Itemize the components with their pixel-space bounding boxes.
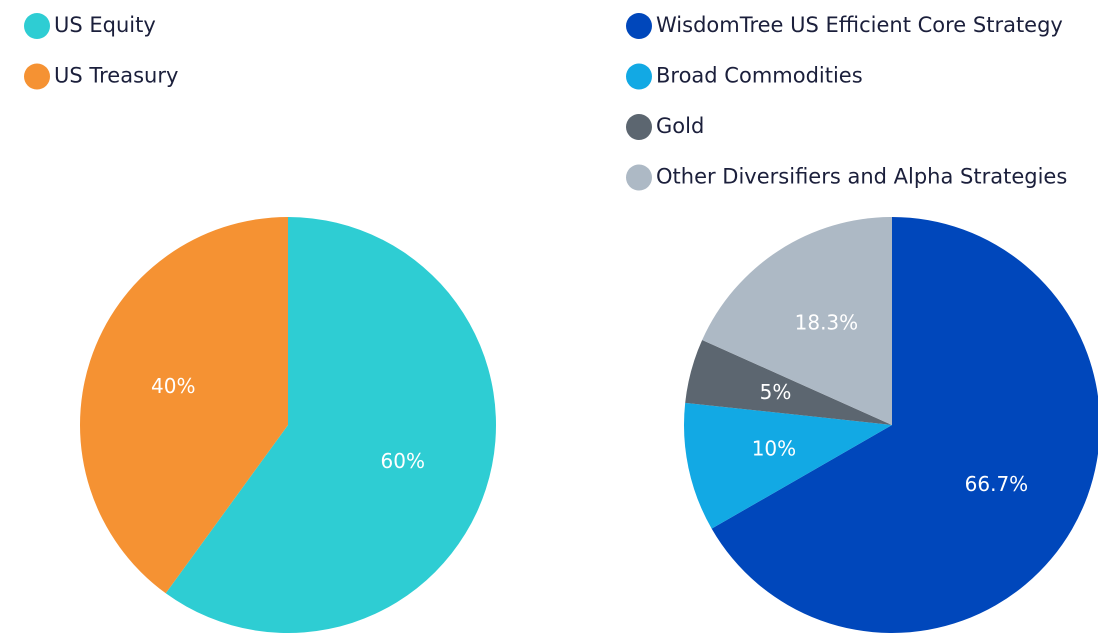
slice-label: 10% [752, 436, 796, 460]
legend-swatch [626, 13, 652, 39]
pie-slice [702, 216, 892, 425]
legend-label: US Treasury [54, 64, 178, 88]
legend-swatch [24, 63, 50, 90]
slice-label: 5% [760, 380, 792, 404]
legend-swatch [626, 63, 652, 90]
pie-slice [684, 402, 892, 529]
slice-label: 60% [381, 449, 425, 473]
pie-slice [711, 217, 1098, 633]
slice-label: 18.3% [795, 310, 859, 334]
pie-slice [685, 340, 892, 425]
legend-label: Gold [656, 114, 704, 138]
legend-label: Other Diversifiers and Alpha Strategies [656, 165, 1067, 189]
pie-slice [165, 217, 497, 633]
legend-swatch [626, 114, 652, 140]
legend-label: WisdomTree US Efficient Core Strategy [656, 13, 1063, 37]
pie-slice [79, 217, 288, 594]
legend-swatch [626, 164, 652, 191]
slice-label: 66.7% [965, 472, 1029, 496]
legend-label: Broad Commodities [656, 64, 863, 88]
slice-label: 40% [151, 374, 195, 398]
legend-label: US Equity [54, 13, 156, 37]
legend-swatch [24, 13, 50, 39]
